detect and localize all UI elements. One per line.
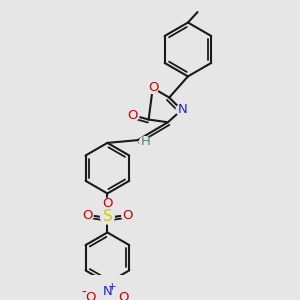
Text: O: O [118, 290, 129, 300]
Text: -: - [82, 286, 86, 300]
Text: O: O [122, 209, 133, 222]
Text: N: N [177, 103, 187, 116]
Circle shape [122, 210, 133, 221]
Text: N: N [103, 284, 112, 298]
Text: O: O [102, 197, 113, 210]
Text: O: O [85, 290, 96, 300]
Circle shape [176, 104, 187, 116]
Circle shape [100, 210, 114, 224]
Text: O: O [128, 109, 138, 122]
Circle shape [102, 286, 113, 297]
Circle shape [128, 110, 139, 121]
Text: O: O [148, 81, 158, 94]
Circle shape [85, 292, 96, 300]
Text: O: O [82, 209, 93, 222]
Circle shape [102, 198, 113, 209]
Text: H: H [140, 135, 150, 148]
Text: +: + [107, 282, 116, 292]
Circle shape [118, 292, 129, 300]
Text: S: S [103, 209, 112, 224]
Circle shape [140, 136, 149, 146]
Circle shape [82, 210, 93, 221]
Circle shape [147, 82, 158, 93]
